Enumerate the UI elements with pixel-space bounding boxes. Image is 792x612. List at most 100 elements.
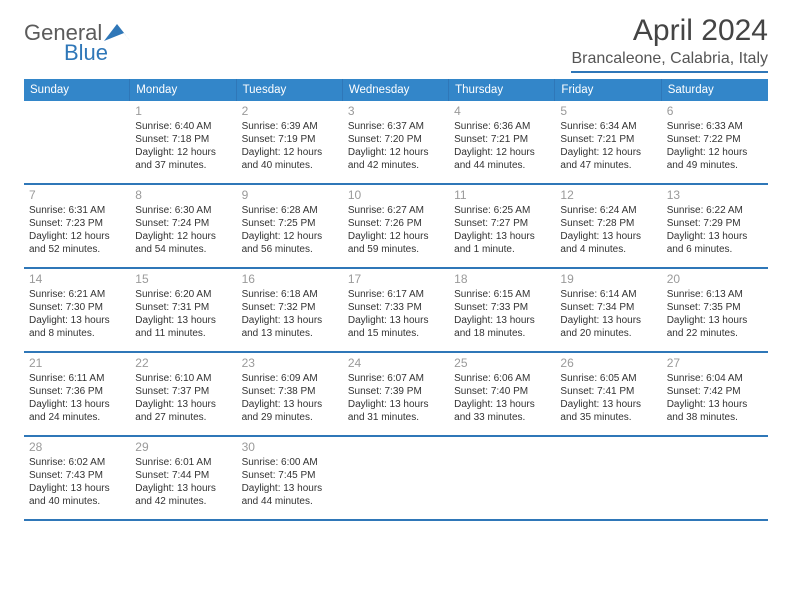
sunrise-text: Sunrise: 6:00 AM [242,456,338,469]
daylight-text: Daylight: 13 hours and 42 minutes. [135,482,231,508]
day-cell: 30Sunrise: 6:00 AMSunset: 7:45 PMDayligh… [237,437,343,519]
daylight-text: Daylight: 13 hours and 6 minutes. [667,230,763,256]
daylight-text: Daylight: 12 hours and 54 minutes. [135,230,231,256]
day-details: Sunrise: 6:07 AMSunset: 7:39 PMDaylight:… [348,372,444,424]
day-cell: 1Sunrise: 6:40 AMSunset: 7:18 PMDaylight… [130,101,236,183]
sunrise-text: Sunrise: 6:15 AM [454,288,550,301]
day-details: Sunrise: 6:27 AMSunset: 7:26 PMDaylight:… [348,204,444,256]
day-number: 15 [135,272,231,286]
day-cell: 18Sunrise: 6:15 AMSunset: 7:33 PMDayligh… [449,269,555,351]
daylight-text: Daylight: 13 hours and 20 minutes. [560,314,656,340]
day-details: Sunrise: 6:25 AMSunset: 7:27 PMDaylight:… [454,204,550,256]
sunrise-text: Sunrise: 6:22 AM [667,204,763,217]
daylight-text: Daylight: 12 hours and 47 minutes. [560,146,656,172]
day-number: 17 [348,272,444,286]
day-cell: 21Sunrise: 6:11 AMSunset: 7:36 PMDayligh… [24,353,130,435]
sunrise-text: Sunrise: 6:37 AM [348,120,444,133]
sunset-text: Sunset: 7:40 PM [454,385,550,398]
daylight-text: Daylight: 12 hours and 40 minutes. [242,146,338,172]
sunset-text: Sunset: 7:29 PM [667,217,763,230]
calendar-body: 1Sunrise: 6:40 AMSunset: 7:18 PMDaylight… [24,101,768,521]
day-cell: 12Sunrise: 6:24 AMSunset: 7:28 PMDayligh… [555,185,661,267]
title-block: April 2024 Brancaleone, Calabria, Italy [571,14,768,73]
sunrise-text: Sunrise: 6:01 AM [135,456,231,469]
sunset-text: Sunset: 7:34 PM [560,301,656,314]
sunrise-text: Sunrise: 6:09 AM [242,372,338,385]
day-number: 25 [454,356,550,370]
sunrise-text: Sunrise: 6:18 AM [242,288,338,301]
day-number: 28 [29,440,125,454]
day-cell: 17Sunrise: 6:17 AMSunset: 7:33 PMDayligh… [343,269,449,351]
day-cell: 19Sunrise: 6:14 AMSunset: 7:34 PMDayligh… [555,269,661,351]
daylight-text: Daylight: 12 hours and 44 minutes. [454,146,550,172]
day-details: Sunrise: 6:04 AMSunset: 7:42 PMDaylight:… [667,372,763,424]
day-cell: 10 Sunrise: 6:27 AMSunset: 7:26 PMDayligh… [343,185,449,267]
day-number: 5 [560,104,656,118]
sunset-text: Sunset: 7:33 PM [348,301,444,314]
weekday-header: Wednesday [343,79,449,101]
daylight-text: Daylight: 12 hours and 37 minutes. [135,146,231,172]
day-details: Sunrise: 6:28 AMSunset: 7:25 PMDaylight:… [242,204,338,256]
sunset-text: Sunset: 7:25 PM [242,217,338,230]
day-cell: 20Sunrise: 6:13 AMSunset: 7:35 PMDayligh… [662,269,768,351]
sunset-text: Sunset: 7:31 PM [135,301,231,314]
day-cell: 2 Sunrise: 6:39 AMSunset: 7:19 PMDaylight… [237,101,343,183]
calendar: SundayMondayTuesdayWednesdayThursdayFrid… [24,79,768,521]
daylight-text: Daylight: 12 hours and 42 minutes. [348,146,444,172]
day-cell: 28Sunrise: 6:02 AMSunset: 7:43 PMDayligh… [24,437,130,519]
day-cell: 26Sunrise: 6:05 AMSunset: 7:41 PMDayligh… [555,353,661,435]
sunrise-text: Sunrise: 6:25 AM [454,204,550,217]
day-cell: 9 Sunrise: 6:28 AMSunset: 7:25 PMDaylight… [237,185,343,267]
daylight-text: Daylight: 13 hours and 33 minutes. [454,398,550,424]
sunrise-text: Sunrise: 6:04 AM [667,372,763,385]
weekday-header: Tuesday [237,79,343,101]
day-cell: 27 Sunrise: 6:04 AMSunset: 7:42 PMDayligh… [662,353,768,435]
day-number: 2 [242,104,338,118]
sunset-text: Sunset: 7:38 PM [242,385,338,398]
day-details: Sunrise: 6:39 AMSunset: 7:19 PMDaylight:… [242,120,338,172]
sunset-text: Sunset: 7:19 PM [242,133,338,146]
day-number: 24 [348,356,444,370]
day-details: Sunrise: 6:34 AMSunset: 7:21 PMDaylight:… [560,120,656,172]
daylight-text: Daylight: 13 hours and 40 minutes. [29,482,125,508]
sunset-text: Sunset: 7:32 PM [242,301,338,314]
week-row: 28Sunrise: 6:02 AMSunset: 7:43 PMDayligh… [24,437,768,521]
day-details: Sunrise: 6:00 AMSunset: 7:45 PMDaylight:… [242,456,338,508]
day-number: 27 [667,356,763,370]
daylight-text: Daylight: 13 hours and 44 minutes. [242,482,338,508]
day-number: 10 [348,188,444,202]
sunrise-text: Sunrise: 6:20 AM [135,288,231,301]
sunrise-text: Sunrise: 6:10 AM [135,372,231,385]
day-number: 22 [135,356,231,370]
day-cell: 7Sunrise: 6:31 AMSunset: 7:23 PMDaylight… [24,185,130,267]
week-row: 14Sunrise: 6:21 AMSunset: 7:30 PMDayligh… [24,269,768,353]
sunrise-text: Sunrise: 6:27 AM [348,204,444,217]
sunset-text: Sunset: 7:42 PM [667,385,763,398]
day-number: 9 [242,188,338,202]
sunrise-text: Sunrise: 6:40 AM [135,120,231,133]
daylight-text: Daylight: 13 hours and 38 minutes. [667,398,763,424]
day-number: 11 [454,188,550,202]
sunset-text: Sunset: 7:23 PM [29,217,125,230]
sunset-text: Sunset: 7:24 PM [135,217,231,230]
weekday-header: Monday [130,79,236,101]
day-number: 12 [560,188,656,202]
sunrise-text: Sunrise: 6:28 AM [242,204,338,217]
sunset-text: Sunset: 7:22 PM [667,133,763,146]
sunrise-text: Sunrise: 6:34 AM [560,120,656,133]
weekday-header: Sunday [24,79,130,101]
daylight-text: Daylight: 13 hours and 8 minutes. [29,314,125,340]
day-number: 20 [667,272,763,286]
daylight-text: Daylight: 12 hours and 52 minutes. [29,230,125,256]
day-cell: 11 Sunrise: 6:25 AMSunset: 7:27 PMDayligh… [449,185,555,267]
sunset-text: Sunset: 7:18 PM [135,133,231,146]
sunset-text: Sunset: 7:37 PM [135,385,231,398]
day-details: Sunrise: 6:09 AMSunset: 7:38 PMDaylight:… [242,372,338,424]
day-details: Sunrise: 6:31 AMSunset: 7:23 PMDaylight:… [29,204,125,256]
day-number: 3 [348,104,444,118]
sunset-text: Sunset: 7:33 PM [454,301,550,314]
location-text: Brancaleone, Calabria, Italy [571,50,768,73]
day-cell: 29Sunrise: 6:01 AMSunset: 7:44 PMDayligh… [130,437,236,519]
day-number: 6 [667,104,763,118]
day-details: Sunrise: 6:40 AMSunset: 7:18 PMDaylight:… [135,120,231,172]
